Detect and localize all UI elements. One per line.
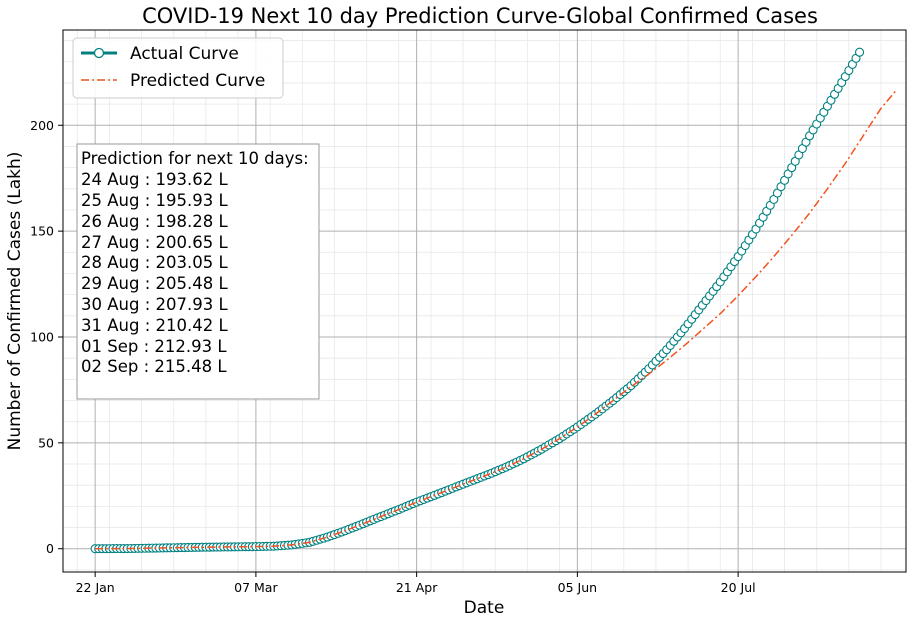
y-axis-label: Number of Confirmed Cases (Lakh) <box>5 152 25 451</box>
x-tick-label: 20 Jul <box>721 580 756 595</box>
annotation-line: 26 Aug : 198.28 L <box>81 212 228 231</box>
y-tick-label: 100 <box>30 329 54 344</box>
annotation-line: 27 Aug : 200.65 L <box>81 233 228 252</box>
x-tick-label: 21 Apr <box>396 580 438 595</box>
x-tick-label: 22 Jan <box>76 580 115 595</box>
x-axis-label: Date <box>464 598 505 618</box>
x-tick-label: 07 Mar <box>234 580 278 595</box>
annotation-box <box>76 143 320 400</box>
y-tick-label: 0 <box>46 541 54 556</box>
annotation-line: 01 Sep : 212.93 L <box>81 337 227 356</box>
legend-actual-label: Actual Curve <box>130 44 239 64</box>
chart-title: COVID-19 Next 10 day Prediction Curve-Gl… <box>142 4 818 28</box>
annotation-line: 24 Aug : 193.62 L <box>81 170 228 189</box>
prediction-annotation: Prediction for next 10 days: 24 Aug : 19… <box>76 143 320 400</box>
x-axis: 22 Jan 07 Mar 21 Apr 05 Jun 20 Jul <box>76 572 756 595</box>
annotation-line: 30 Aug : 207.93 L <box>81 295 228 314</box>
y-axis: 0 50 100 150 200 <box>30 118 63 556</box>
legend-predicted-label: Predicted Curve <box>130 71 265 91</box>
actual-point <box>855 47 865 57</box>
y-tick-label: 50 <box>38 435 54 450</box>
annotation-line: 31 Aug : 210.42 L <box>81 316 228 335</box>
annotation-line: 02 Sep : 215.48 L <box>81 357 227 376</box>
legend-actual-marker <box>93 47 105 59</box>
legend-frame <box>72 37 284 99</box>
legend: Actual Curve Predicted Curve <box>72 37 284 99</box>
predicted-curve-line <box>95 90 896 550</box>
y-tick-label: 150 <box>30 224 54 239</box>
annotation-line: Prediction for next 10 days: <box>81 149 309 168</box>
series-layer <box>90 47 896 554</box>
annotation-line: 29 Aug : 205.48 L <box>81 274 228 293</box>
y-tick-label: 200 <box>30 118 54 133</box>
annotation-line: 25 Aug : 195.93 L <box>81 191 228 210</box>
plot-frame <box>62 29 907 573</box>
minor-grid <box>63 30 906 572</box>
x-tick-label: 05 Jun <box>558 580 597 595</box>
annotation-line: 28 Aug : 203.05 L <box>81 253 228 272</box>
